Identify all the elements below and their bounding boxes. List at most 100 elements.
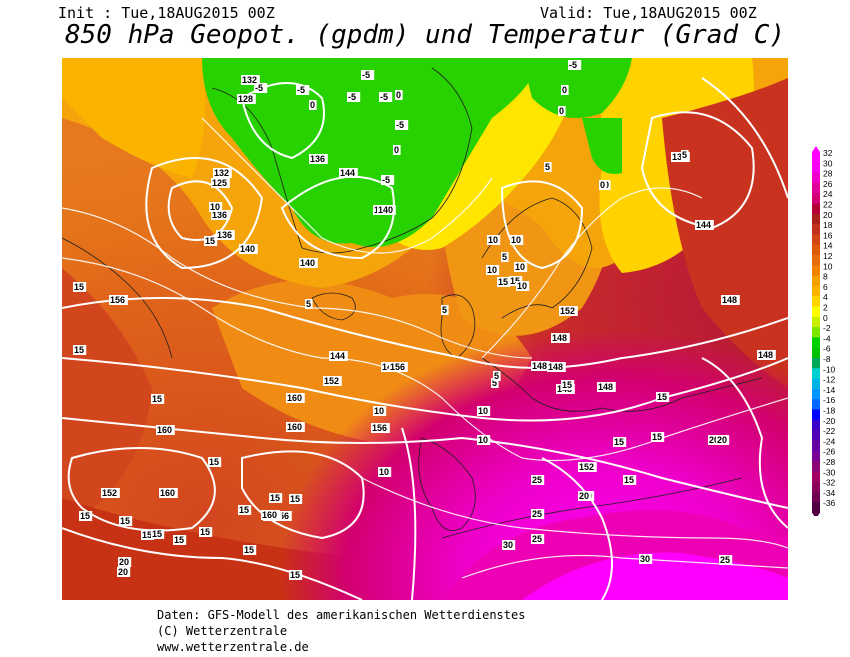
legend-swatch xyxy=(812,224,820,235)
legend-tick-label: -34 xyxy=(823,488,836,498)
temperature-label-bg xyxy=(477,406,491,416)
legend-swatch xyxy=(812,481,820,493)
temperature-label: 20 xyxy=(709,435,719,445)
temperature-label: 15 xyxy=(80,511,90,521)
isoline-148-east xyxy=(701,357,788,529)
geopotential-label: 148 xyxy=(552,333,567,343)
geopotential-label: 160 xyxy=(287,422,302,432)
temperature-label: 15 xyxy=(239,505,249,515)
legend-tick-label: 4 xyxy=(823,292,828,302)
geopotential-label-bg xyxy=(286,422,305,432)
legend-arrow-top xyxy=(812,146,820,152)
geopotential-label: 152 xyxy=(579,462,594,472)
isotherm-5 xyxy=(201,117,493,254)
temperature-label: 10 xyxy=(478,406,488,416)
legend-tick-label: -28 xyxy=(823,457,836,467)
temperature-label-bg xyxy=(173,535,187,545)
temperature-label-bg xyxy=(117,567,131,577)
temperature-label-bg xyxy=(651,432,665,442)
legend-swatch xyxy=(812,502,820,513)
geopotential-label-bg xyxy=(371,423,390,433)
legend-tick-label: -32 xyxy=(823,478,836,488)
temperature-label-bg xyxy=(309,100,317,110)
chart-title: 850 hPa Geopot. (gpdm) und Temperatur (G… xyxy=(64,20,786,50)
temperature-label-bg xyxy=(141,530,155,540)
legend-tick-label: 12 xyxy=(823,251,833,261)
temperature-label-bg xyxy=(441,305,449,315)
temperature-label: 15 xyxy=(290,494,300,504)
geopotential-label-bg xyxy=(216,230,235,240)
legend-tick-label: 2 xyxy=(823,303,828,313)
legend-swatch xyxy=(812,193,820,204)
temperature-label: 10 xyxy=(511,235,521,245)
legend-tick-label: -22 xyxy=(823,426,836,436)
temperature-label: 10 xyxy=(379,467,389,477)
geopotential-label-bg xyxy=(559,306,578,316)
temperature-label-bg xyxy=(378,467,392,477)
footer-website-link[interactable]: www.wetterzentrale.de xyxy=(157,640,309,654)
geopotential-isolines xyxy=(62,77,788,600)
geopotential-label-bg xyxy=(323,376,342,386)
temperature-label: 0 xyxy=(396,90,401,100)
legend-swatch xyxy=(812,244,820,256)
temperature-label-bg xyxy=(361,70,375,80)
temperature-label-bg xyxy=(379,92,393,102)
temperature-label: 5 xyxy=(442,305,447,315)
geopotential-label-bg xyxy=(211,210,230,220)
legend-swatch xyxy=(812,368,820,380)
temperature-label: 0 xyxy=(394,145,399,155)
temperature-label-bg xyxy=(568,60,582,70)
legend-tick-label: 24 xyxy=(823,189,833,199)
geopotential-label: 160 xyxy=(160,488,175,498)
temperature-label-bg xyxy=(296,85,310,95)
isotherm-25 xyxy=(461,554,788,579)
geopotential-label: 156 xyxy=(372,423,387,433)
geopotential-label-bg xyxy=(757,350,776,360)
temperature-label-bg xyxy=(623,475,637,485)
legend-tick-label: -26 xyxy=(823,447,836,457)
temperature-label: 5 xyxy=(682,150,687,160)
legend-color-bars xyxy=(812,146,820,519)
coast-scandinavia xyxy=(481,197,593,319)
isotherm-20 xyxy=(361,477,788,549)
temperature-label-bg xyxy=(373,406,387,416)
legend-tick-label: 22 xyxy=(823,200,833,210)
temperature-label: 30 xyxy=(640,554,650,564)
geopotential-label: 148 xyxy=(722,295,737,305)
temperature-label: 15 xyxy=(120,516,130,526)
legend-swatch xyxy=(812,327,820,338)
isoline-136-davis xyxy=(145,157,264,270)
temperature-label-bg xyxy=(603,180,611,190)
legend-swatch xyxy=(812,285,820,297)
geopotential-label-bg xyxy=(721,295,740,305)
isoline-152 xyxy=(62,357,788,422)
geopotential-label-bg xyxy=(389,362,408,372)
temperature-label-bg xyxy=(716,435,730,445)
temperature-label: 25 xyxy=(532,534,542,544)
temperature-label: 10 xyxy=(210,202,220,212)
temperature-label: 15 xyxy=(290,570,300,580)
legend-swatch xyxy=(812,378,820,390)
geopotential-label: 160 xyxy=(287,393,302,403)
legend-swatch xyxy=(812,316,820,328)
temperature-label-bg xyxy=(613,437,627,447)
legend-swatch xyxy=(812,419,820,431)
temperature-label: 5 xyxy=(502,252,507,262)
legend-tick-label: -4 xyxy=(823,333,831,343)
temperature-label: 5 xyxy=(494,371,499,381)
legend-swatch xyxy=(812,172,820,184)
temperature-label-bg xyxy=(486,265,500,275)
temperature-label-bg xyxy=(516,281,530,291)
geopotential-label-bg xyxy=(156,425,175,435)
temperature-label-bg xyxy=(681,150,689,160)
legend-swatch xyxy=(812,347,820,359)
coast-greenland xyxy=(211,67,473,254)
temperature-label-bg xyxy=(209,202,223,212)
geopotential-label-bg xyxy=(597,382,616,392)
temperature-label-bg xyxy=(501,252,509,262)
geopotential-label: 160 xyxy=(262,510,277,520)
temperature-label: 10 xyxy=(478,435,488,445)
temperature-label-bg xyxy=(639,554,653,564)
geopotential-label: 156 xyxy=(390,362,405,372)
legend-tick-label: 6 xyxy=(823,282,828,292)
